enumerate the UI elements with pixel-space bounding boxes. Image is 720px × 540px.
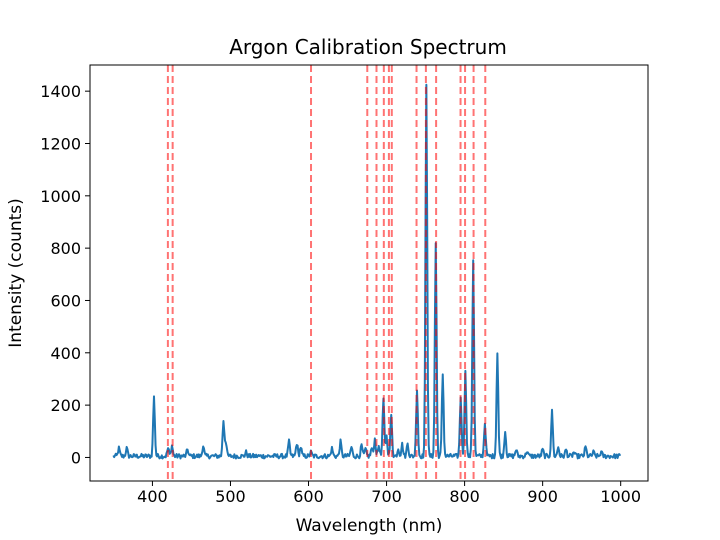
x-axis-label: Wavelength (nm) [296, 516, 443, 536]
y-tick-label: 400 [50, 344, 81, 363]
x-tick-label: 900 [527, 487, 558, 506]
x-tick-label: 500 [215, 487, 246, 506]
y-tick-label: 0 [71, 448, 81, 467]
plot-frame [89, 64, 649, 482]
x-tick-label: 400 [137, 487, 168, 506]
chart-title: Argon Calibration Spectrum [229, 35, 507, 59]
x-tick-label: 1000 [600, 487, 641, 506]
y-tick-label: 1400 [40, 82, 81, 101]
spectrum-series-line [112, 83, 621, 460]
y-tick-label: 200 [50, 396, 81, 415]
y-tick-label: 600 [50, 291, 81, 310]
y-tick-label: 1000 [40, 187, 81, 206]
x-tick-label: 800 [449, 487, 480, 506]
x-tick-label: 700 [371, 487, 402, 506]
y-axis-label: Intensity (counts) [6, 198, 26, 347]
y-tick-label: 1200 [40, 134, 81, 153]
y-tick-label: 800 [50, 239, 81, 258]
x-tick-label: 600 [293, 487, 324, 506]
